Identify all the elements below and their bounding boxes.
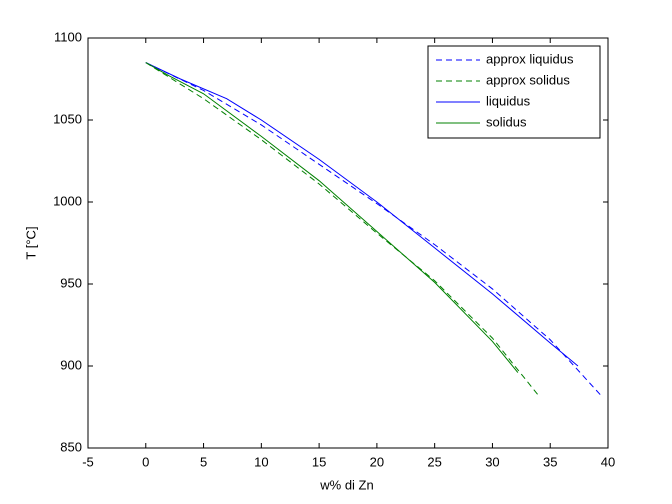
y-tick-label: 1100 bbox=[54, 29, 82, 44]
series-line bbox=[145, 62, 519, 373]
y-axis-label: T [°C] bbox=[23, 226, 38, 259]
series-line bbox=[145, 62, 602, 396]
x-tick-label: 30 bbox=[485, 454, 499, 469]
x-tick-label: 0 bbox=[142, 454, 149, 469]
x-tick-label: -5 bbox=[82, 454, 94, 469]
y-tick-label: 950 bbox=[60, 275, 82, 290]
x-tick-label: 20 bbox=[370, 454, 384, 469]
x-tick-label: 40 bbox=[601, 454, 615, 469]
legend-label: approx solidus bbox=[486, 72, 570, 87]
x-tick-label: 5 bbox=[200, 454, 207, 469]
y-tick-label: 900 bbox=[60, 357, 82, 372]
legend-label: approx liquidus bbox=[486, 51, 574, 66]
legend-label: liquidus bbox=[486, 93, 531, 108]
series-line bbox=[145, 62, 579, 367]
x-tick-label: 10 bbox=[254, 454, 268, 469]
x-tick-label: 35 bbox=[543, 454, 557, 469]
y-tick-label: 1050 bbox=[53, 111, 82, 126]
series-line bbox=[145, 62, 541, 398]
x-tick-label: 25 bbox=[427, 454, 441, 469]
legend-label: solidus bbox=[486, 114, 527, 129]
y-tick-label: 1000 bbox=[53, 193, 82, 208]
x-tick-label: 15 bbox=[312, 454, 326, 469]
x-axis-label: w% di Zn bbox=[319, 477, 373, 492]
y-tick-label: 850 bbox=[60, 439, 82, 454]
